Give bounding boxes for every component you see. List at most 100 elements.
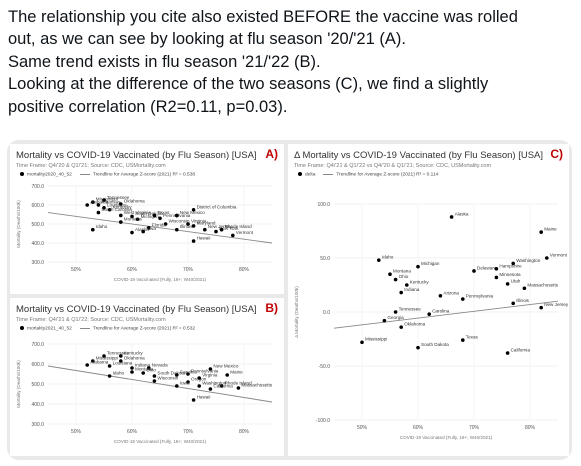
data-point-label: Idaho [382, 255, 394, 260]
data-point-label: Pennsylvania [191, 369, 219, 374]
x-tick-label: 50% [357, 425, 368, 431]
data-point [539, 230, 543, 234]
data-point-label: Idaho [96, 224, 108, 229]
x-axis-label: COVID-19 Vaccinated (Fully, 18+; W40/202… [114, 277, 207, 282]
scatter-plot-a: 300.0 400.0 500.0 600.0 700.0 50% 60% 70% 80% COV… [16, 184, 273, 282]
data-point [393, 310, 398, 314]
data-point-label: Mississippi [365, 337, 387, 342]
data-point [438, 294, 443, 298]
data-point-label: Mississippi [96, 197, 118, 202]
data-point-label: Alaska [135, 227, 149, 232]
chart-panel-a: Mortality vs COVID-19 Vaccinated (by Flu… [10, 144, 284, 294]
y-tick-label: 500.0 [31, 222, 44, 228]
data-point-label: Nevada [152, 363, 168, 368]
legend-line-icon [79, 173, 90, 175]
data-point-label: New Mexico [180, 210, 205, 215]
panel-tag: C) [550, 147, 563, 161]
data-point [236, 386, 241, 390]
y-tick-label: 600.0 [31, 362, 44, 368]
tweet-media-image[interactable]: Mortality vs COVID-19 Vaccinated (by Flu… [7, 140, 572, 460]
data-point [494, 267, 499, 271]
legend-series: mortality2021_40_52 [27, 326, 72, 332]
data-point [393, 277, 398, 282]
data-point-label: South Carolina [101, 207, 132, 212]
x-tick-label: 60% [127, 429, 138, 435]
data-point-label: Wisconsin [157, 376, 178, 381]
data-point [208, 387, 213, 391]
data-point [197, 384, 201, 388]
data-point-label: Hawaii [197, 236, 211, 241]
data-point-label: Indiana [135, 363, 151, 368]
data-point-label: Ohio [399, 274, 409, 279]
data-point [511, 301, 515, 306]
data-point-label: Vermont [550, 253, 568, 258]
tweet-line: out, as we can see by looking at flu sea… [8, 30, 406, 49]
data-point-label: Oklahoma [124, 199, 145, 204]
chart-subtitle: Time Frame: Q4/'20 & Q1/'21; Source: CDC… [16, 163, 166, 169]
data-point-label: Kentucky [124, 351, 144, 356]
data-point-label: Maine [544, 227, 557, 232]
data-point-label: Texas [157, 210, 170, 215]
data-point-label: Florida [152, 222, 166, 227]
legend-dot-icon [20, 326, 24, 330]
data-point-label: Louisiana [113, 361, 133, 366]
tweet-text: The relationship you cite also existed B… [8, 6, 578, 118]
data-point [107, 364, 112, 368]
tweet-line: positive correlation (R2=0.11, p=0.03). [8, 97, 288, 116]
data-point-label: Massachusetts [241, 383, 272, 388]
trendline [47, 365, 273, 403]
data-point-label: West Virginia [124, 210, 151, 215]
data-point [186, 372, 190, 376]
data-point-label: Iowa [146, 226, 156, 231]
data-point [191, 207, 196, 212]
y-tick-label: 50.0 [320, 256, 330, 262]
data-point-label: Alabama [90, 200, 109, 205]
data-point-label: Washington [202, 381, 227, 386]
data-point-label: Rhode Island [225, 224, 253, 229]
data-point-label: Oklahoma [124, 356, 145, 361]
data-point [225, 373, 229, 377]
data-point-label: California [213, 384, 233, 389]
data-point [85, 203, 89, 207]
tweet-line: Looking at the difference of the two sea… [8, 75, 489, 94]
data-point [102, 354, 106, 358]
data-point [416, 264, 420, 269]
data-point-label: Ohio [146, 368, 156, 373]
data-point [91, 200, 95, 204]
data-point-label: Wisconsin [169, 219, 190, 224]
x-axis-label: COVID-19 Vaccinated (Fully, 18+; W40/202… [400, 435, 493, 440]
y-tick-label: -100.0 [316, 418, 330, 424]
data-point [461, 338, 465, 342]
y-tick-label: 400.0 [31, 402, 44, 408]
legend-line-icon [79, 327, 90, 329]
data-point [119, 359, 123, 363]
data-point-label: Idaho [113, 371, 125, 376]
x-tick-label: 70% [183, 267, 194, 273]
data-point-label: Carolina [432, 309, 450, 314]
trendline [333, 300, 559, 329]
data-point-label: New Mexico [213, 364, 238, 369]
data-point-label: Michigan [141, 214, 160, 219]
data-point [119, 220, 123, 224]
data-point [461, 297, 465, 301]
y-tick-label: 400.0 [31, 241, 44, 247]
data-point [130, 214, 134, 219]
data-point [191, 239, 196, 243]
data-point-label: Rhode Island [225, 381, 253, 386]
legend-dot-icon [20, 172, 24, 176]
scatter-plot-c: -100.0 -50.0 0.0 50.0 100.0 50% 60% 70% 80% COVID… [294, 202, 569, 440]
y-tick-label: 0.0 [323, 310, 330, 316]
data-point [130, 230, 134, 235]
data-point-label: Pennsylvania [466, 294, 494, 299]
data-point [119, 213, 123, 218]
chart-legend: mortality2020_40_52 Trendline for Average… [20, 172, 195, 177]
data-point-label: Iowa [180, 381, 190, 386]
data-point-label: Utah [511, 278, 521, 283]
y-tick-label: 300.0 [31, 422, 44, 428]
data-point-label: Mississippi [96, 356, 118, 361]
data-point-label: Montana [393, 269, 411, 274]
data-point [522, 286, 527, 291]
data-point [186, 380, 190, 384]
data-point-label: New York [219, 226, 239, 231]
data-point-label: Virginia [202, 373, 218, 378]
